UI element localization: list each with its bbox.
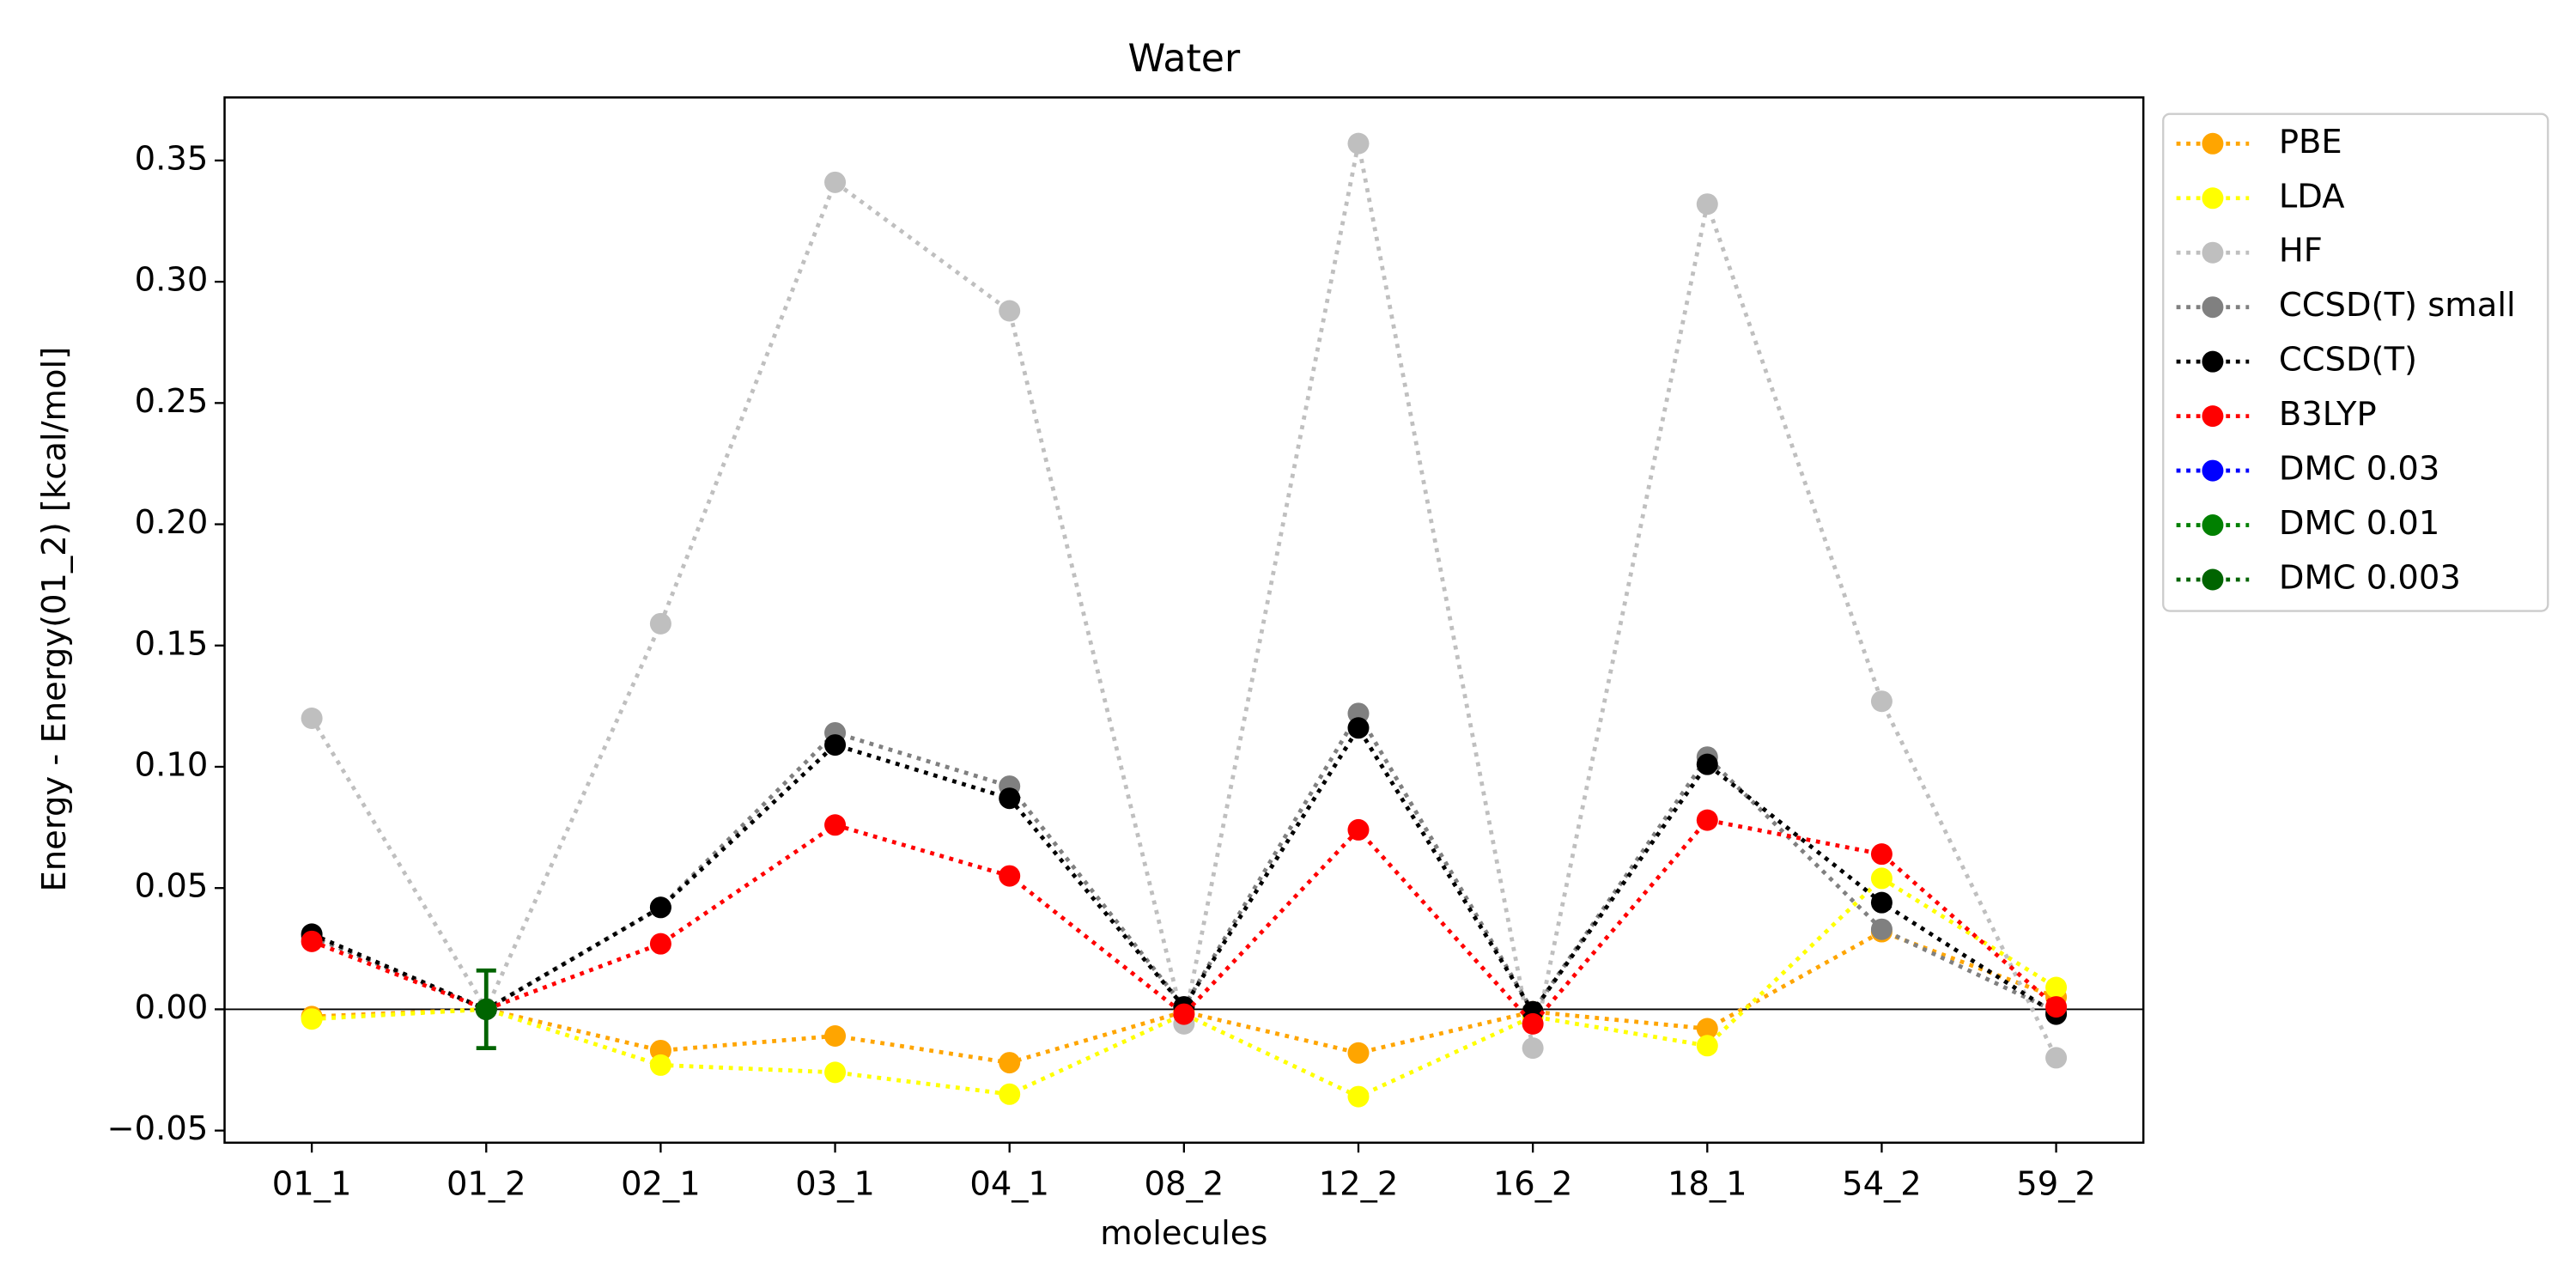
series-line (312, 929, 2057, 1066)
marker (1696, 1035, 1718, 1057)
x-tick-label: 59_2 (2016, 1164, 2096, 1203)
y-tick-label: 0.25 (135, 382, 209, 421)
marker (1696, 753, 1718, 775)
marker (1522, 1037, 1544, 1060)
x-tick-label: 04_1 (969, 1164, 1049, 1203)
y-tick-label: 0.20 (135, 503, 209, 542)
legend-label: DMC 0.01 (2279, 504, 2439, 543)
marker (649, 933, 671, 955)
marker (1870, 843, 1893, 866)
y-tick-label: 0.15 (135, 624, 209, 663)
marker (1347, 132, 1370, 155)
x-tick-label: 01_1 (272, 1164, 352, 1203)
legend-label: HF (2279, 232, 2323, 270)
marker (824, 1061, 847, 1084)
y-tick-label: 0.05 (135, 867, 209, 906)
marker (1870, 690, 1893, 713)
legend-label: DMC 0.003 (2279, 559, 2461, 598)
x-tick-label: 16_2 (1493, 1164, 1573, 1203)
legend-marker (2202, 459, 2224, 482)
marker (1870, 891, 1893, 914)
marker (649, 1054, 671, 1076)
marker (824, 171, 847, 193)
marker (2045, 996, 2068, 1018)
marker (824, 734, 847, 756)
legend-marker (2202, 514, 2224, 537)
legend-box (2162, 112, 2549, 612)
legend-marker (2202, 568, 2224, 591)
marker (1347, 1042, 1370, 1064)
legend-label: LDA (2279, 177, 2345, 216)
marker (1173, 1003, 1195, 1025)
marker (1870, 918, 1893, 940)
legend-marker (2202, 350, 2224, 373)
marker (2045, 1047, 2068, 1069)
y-tick-label: −0.05 (106, 1109, 208, 1148)
marker (1347, 717, 1370, 739)
legend-label: PBE (2279, 123, 2342, 161)
series-line (311, 724, 2057, 1017)
legend-marker (2202, 132, 2224, 155)
y-tick-label: 0.35 (135, 139, 209, 178)
marker (1522, 1012, 1544, 1035)
legend-label: B3LYP (2279, 395, 2377, 434)
y-tick-label: 0.30 (135, 261, 209, 300)
marker (1696, 193, 1718, 216)
marker (999, 300, 1021, 322)
marker (649, 612, 671, 635)
marker (999, 1052, 1021, 1074)
legend-marker (2202, 405, 2224, 428)
x-tick-label: 08_2 (1145, 1164, 1224, 1203)
marker (301, 1008, 323, 1030)
series-line (310, 143, 2058, 1059)
marker (1347, 818, 1370, 841)
x-tick-label: 03_1 (795, 1164, 875, 1203)
x-tick-label: 18_1 (1668, 1164, 1747, 1203)
x-tick-label: 01_2 (447, 1164, 526, 1203)
legend-marker (2202, 296, 2224, 319)
plot-frame (223, 96, 2145, 1145)
legend-label: DMC 0.03 (2279, 450, 2439, 489)
x-axis-label: molecules (1100, 1214, 1267, 1253)
marker (1347, 1085, 1370, 1108)
marker (475, 998, 497, 1020)
marker (301, 930, 323, 952)
y-tick-label: 0.10 (135, 745, 209, 784)
marker (999, 865, 1021, 887)
marker (1870, 867, 1893, 890)
marker (999, 787, 1021, 810)
marker (999, 1083, 1021, 1105)
marker (301, 708, 323, 730)
y-tick-label: 0.00 (135, 988, 209, 1027)
marker (2045, 976, 2068, 999)
legend-marker (2202, 187, 2224, 210)
marker (824, 1024, 847, 1047)
x-tick-label: 12_2 (1319, 1164, 1399, 1203)
x-tick-label: 54_2 (1842, 1164, 1922, 1203)
marker (824, 814, 847, 836)
legend-marker (2202, 241, 2224, 264)
marker (1696, 1018, 1718, 1040)
legend-label: CCSD(T) small (2279, 286, 2516, 325)
x-tick-label: 02_1 (621, 1164, 701, 1203)
legend-label: CCSD(T) (2279, 341, 2417, 380)
marker (1696, 809, 1718, 831)
y-axis-label: Energy - Energy(01_2) [kcal/mol] (35, 347, 74, 892)
chart-title: Water (1127, 37, 1241, 81)
marker (649, 896, 671, 919)
